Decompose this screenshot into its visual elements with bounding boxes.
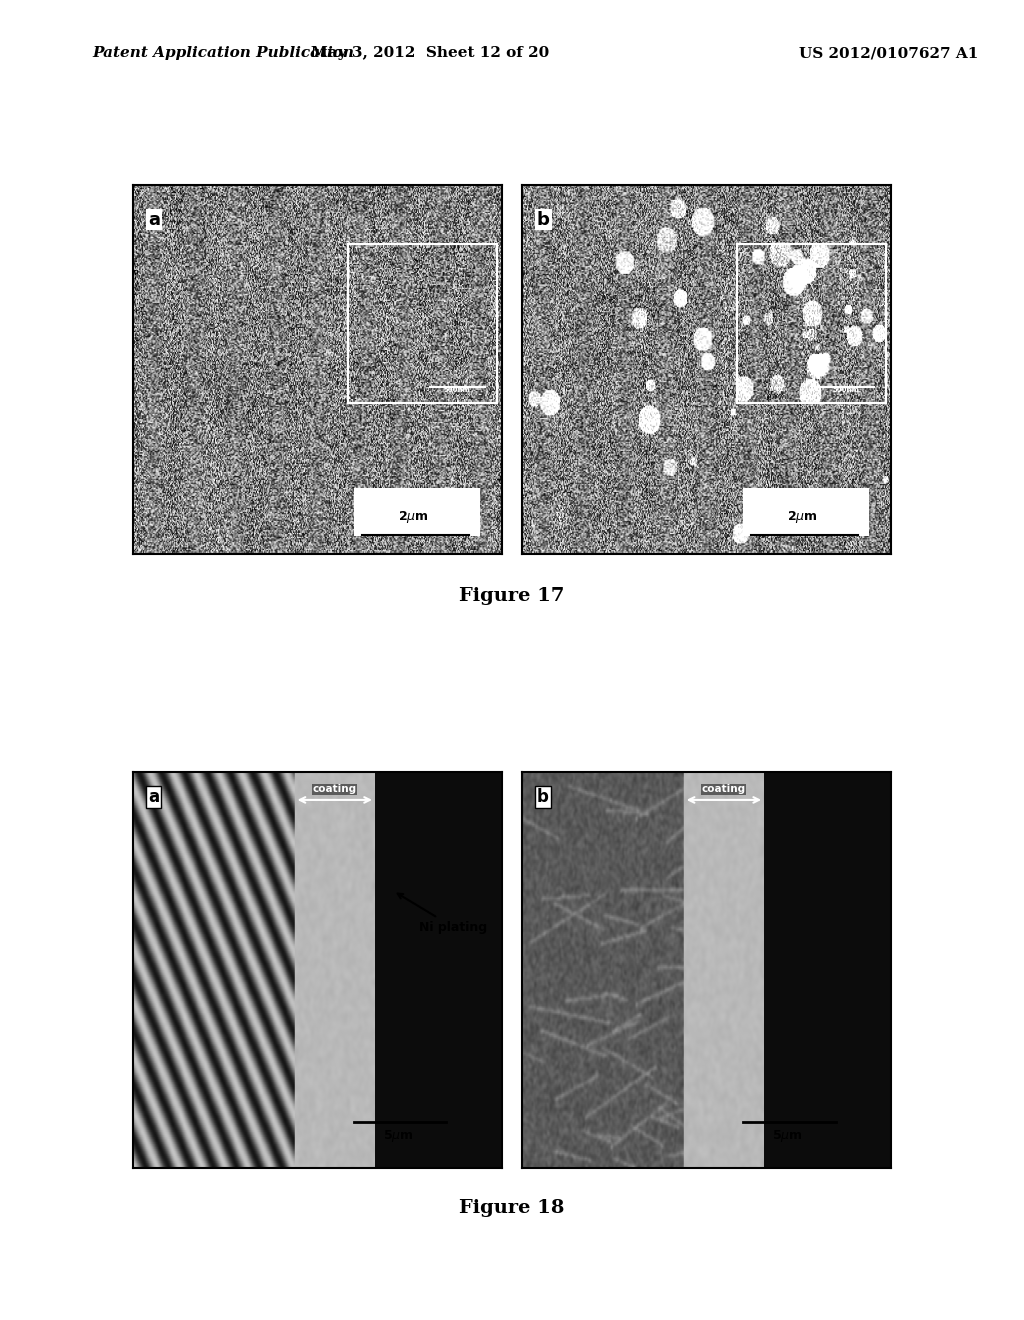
Text: Figure 17: Figure 17 — [460, 587, 564, 606]
Text: 500nm: 500nm — [443, 387, 470, 393]
Text: coating: coating — [312, 784, 356, 795]
Text: Patent Application Publication: Patent Application Publication — [92, 46, 354, 61]
Text: 5$\mu$m: 5$\mu$m — [383, 1129, 414, 1144]
Text: US 2012/0107627 A1: US 2012/0107627 A1 — [799, 46, 978, 61]
Text: b: b — [537, 211, 550, 228]
Text: 2$\mu$m: 2$\mu$m — [398, 508, 429, 525]
Text: a: a — [147, 788, 159, 807]
FancyBboxPatch shape — [354, 488, 479, 536]
Text: b: b — [537, 788, 549, 807]
FancyBboxPatch shape — [743, 488, 868, 536]
Text: a: a — [147, 211, 160, 228]
Text: 500nm: 500nm — [833, 387, 859, 393]
Text: Figure 18: Figure 18 — [460, 1199, 564, 1217]
Text: May 3, 2012  Sheet 12 of 20: May 3, 2012 Sheet 12 of 20 — [311, 46, 549, 61]
Text: 5$\mu$m: 5$\mu$m — [772, 1129, 803, 1144]
Text: coating: coating — [701, 784, 745, 795]
Text: 2$\mu$m: 2$\mu$m — [787, 508, 818, 525]
Text: Ni plating: Ni plating — [397, 894, 487, 933]
